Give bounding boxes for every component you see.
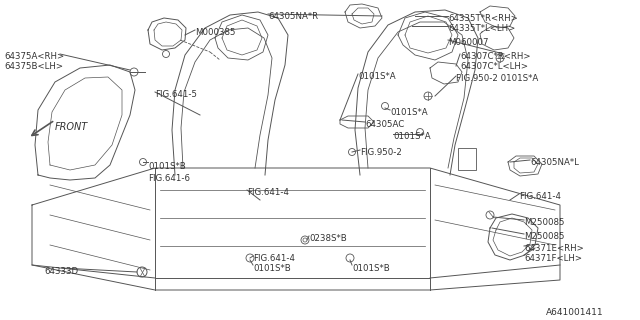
Text: 64305NA*L: 64305NA*L — [530, 158, 579, 167]
Text: 64371F<LH>: 64371F<LH> — [524, 254, 582, 263]
FancyBboxPatch shape — [458, 148, 476, 170]
Text: 0101S*A: 0101S*A — [393, 132, 431, 141]
Text: 64375A<RH>: 64375A<RH> — [4, 52, 64, 61]
Text: 64335T*L<LH>: 64335T*L<LH> — [448, 24, 515, 33]
Text: 0238S*B: 0238S*B — [309, 234, 347, 243]
Text: M000385: M000385 — [195, 28, 236, 37]
Text: 64307C*R<RH>: 64307C*R<RH> — [460, 52, 531, 61]
Text: FRONT: FRONT — [55, 122, 88, 132]
Text: M250085: M250085 — [524, 232, 564, 241]
Text: 0101S*B: 0101S*B — [253, 264, 291, 273]
Text: 0101S*A: 0101S*A — [390, 108, 428, 117]
Text: 64305NA*R: 64305NA*R — [268, 12, 318, 21]
Text: FIG.641-4: FIG.641-4 — [253, 254, 295, 263]
Text: 0101S*B: 0101S*B — [352, 264, 390, 273]
Text: FIG.641-4: FIG.641-4 — [247, 188, 289, 197]
Text: A641001411: A641001411 — [546, 308, 604, 317]
Text: 0101S*B: 0101S*B — [148, 162, 186, 171]
Text: FIG.641-5: FIG.641-5 — [155, 90, 197, 99]
Text: 64333D: 64333D — [44, 267, 78, 276]
Text: FIG.950-2 0101S*A: FIG.950-2 0101S*A — [456, 74, 538, 83]
Text: 64307C*L<LH>: 64307C*L<LH> — [460, 62, 528, 71]
Text: FIG.641-4: FIG.641-4 — [519, 192, 561, 201]
Text: 64305AC: 64305AC — [365, 120, 404, 129]
Text: M250085: M250085 — [524, 218, 564, 227]
Text: 64375B<LH>: 64375B<LH> — [4, 62, 63, 71]
Text: M060007: M060007 — [448, 38, 488, 47]
Text: FIG.950-2: FIG.950-2 — [360, 148, 402, 157]
Text: 64371E<RH>: 64371E<RH> — [524, 244, 584, 253]
Text: 0101S*A: 0101S*A — [358, 72, 396, 81]
Text: 64335T*R<RH>: 64335T*R<RH> — [448, 14, 518, 23]
Text: FIG.641-6: FIG.641-6 — [148, 174, 190, 183]
